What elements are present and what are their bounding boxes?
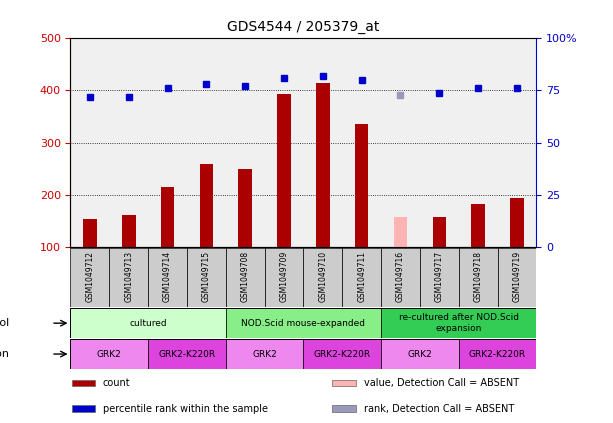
Text: percentile rank within the sample: percentile rank within the sample <box>103 404 268 414</box>
Text: GSM1049714: GSM1049714 <box>163 251 172 302</box>
Text: GRK2-K220R: GRK2-K220R <box>158 349 216 359</box>
Bar <box>226 308 381 338</box>
Bar <box>72 380 95 386</box>
Bar <box>265 248 303 307</box>
Bar <box>332 406 356 412</box>
Bar <box>161 187 174 247</box>
Bar <box>459 248 498 307</box>
Text: GSM1049708: GSM1049708 <box>241 251 249 302</box>
Text: GSM1049712: GSM1049712 <box>85 251 94 302</box>
Text: protocol: protocol <box>0 318 9 328</box>
Bar <box>226 248 265 307</box>
Bar <box>187 248 226 307</box>
Title: GDS4544 / 205379_at: GDS4544 / 205379_at <box>227 20 379 34</box>
Text: GSM1049718: GSM1049718 <box>474 251 482 302</box>
Bar <box>83 219 97 247</box>
Text: cultured: cultured <box>129 319 167 328</box>
Text: GSM1049713: GSM1049713 <box>124 251 133 302</box>
Bar <box>70 308 226 338</box>
Text: GRK2: GRK2 <box>97 349 122 359</box>
Bar <box>381 308 536 338</box>
Bar <box>332 380 356 386</box>
Text: GRK2: GRK2 <box>252 349 277 359</box>
Bar <box>420 248 459 307</box>
Bar <box>277 94 291 247</box>
Bar <box>122 215 135 247</box>
Text: rank, Detection Call = ABSENT: rank, Detection Call = ABSENT <box>364 404 514 414</box>
Bar <box>72 406 95 412</box>
Bar <box>381 248 420 307</box>
Bar <box>303 339 381 369</box>
Text: NOD.Scid mouse-expanded: NOD.Scid mouse-expanded <box>242 319 365 328</box>
Text: genotype/variation: genotype/variation <box>0 349 9 359</box>
Text: GRK2-K220R: GRK2-K220R <box>469 349 526 359</box>
Text: GSM1049709: GSM1049709 <box>280 251 289 302</box>
Text: re-cultured after NOD.Scid
expansion: re-cultured after NOD.Scid expansion <box>398 313 519 333</box>
Bar <box>226 339 303 369</box>
Text: GSM1049715: GSM1049715 <box>202 251 211 302</box>
Text: GSM1049711: GSM1049711 <box>357 251 366 302</box>
Bar <box>342 248 381 307</box>
Bar <box>200 164 213 247</box>
Bar <box>70 248 109 307</box>
Text: GRK2: GRK2 <box>408 349 432 359</box>
Bar <box>70 339 148 369</box>
Bar <box>148 248 187 307</box>
Text: GSM1049710: GSM1049710 <box>318 251 327 302</box>
Bar <box>355 124 368 247</box>
Text: GRK2-K220R: GRK2-K220R <box>314 349 371 359</box>
Bar <box>109 248 148 307</box>
Bar <box>238 169 252 247</box>
Bar <box>471 204 485 247</box>
Bar <box>510 198 524 247</box>
Text: count: count <box>103 378 131 388</box>
Bar <box>459 339 536 369</box>
Bar <box>316 82 330 247</box>
Bar <box>433 217 446 247</box>
Text: GSM1049716: GSM1049716 <box>396 251 405 302</box>
Bar <box>148 339 226 369</box>
Bar <box>381 339 459 369</box>
Bar <box>303 248 342 307</box>
Bar <box>498 248 536 307</box>
Text: value, Detection Call = ABSENT: value, Detection Call = ABSENT <box>364 378 519 388</box>
Bar <box>394 217 407 247</box>
Text: GSM1049717: GSM1049717 <box>435 251 444 302</box>
Text: GSM1049719: GSM1049719 <box>512 251 522 302</box>
